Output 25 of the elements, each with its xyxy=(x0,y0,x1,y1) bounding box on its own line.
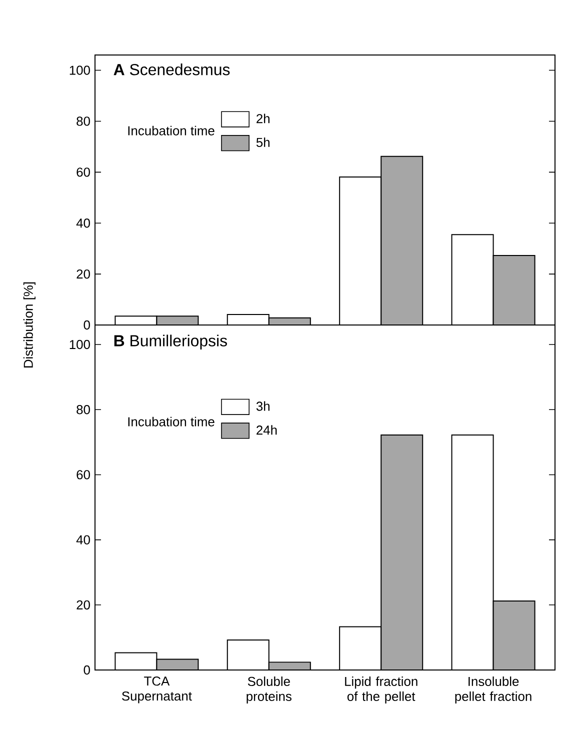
legend-label: 5h xyxy=(256,137,270,147)
y-tick-label: 0 xyxy=(84,665,90,675)
y-axis-title: Distribution [%] xyxy=(23,282,36,368)
legend-title: Incubation time xyxy=(128,126,214,136)
x-tick-label: TCA Supernatant xyxy=(122,676,192,704)
x-tick-label: Soluble proteins xyxy=(246,676,292,704)
legend-title: Incubation time xyxy=(128,416,214,426)
x-tick-label: Lipid fraction of the pellet xyxy=(345,676,418,704)
text: B Bumilleriopsis xyxy=(114,334,227,350)
y-tick-label: 60 xyxy=(76,470,90,480)
legend-label: 24h xyxy=(256,425,277,435)
y-tick-label: 40 xyxy=(76,535,90,544)
legend-label: 3h xyxy=(256,401,270,411)
y-tick-label: 0 xyxy=(84,320,90,330)
chart-title: A Scenedesmus xyxy=(114,64,230,76)
y-tick-label: 80 xyxy=(76,405,90,414)
y-tick-label: 40 xyxy=(76,218,90,228)
y-tick-label: 20 xyxy=(76,269,90,279)
legend-label: 2h xyxy=(256,114,270,124)
y-tick-label: 60 xyxy=(76,168,90,177)
x-tick-label: Insoluble pellet fraction xyxy=(455,676,532,704)
y-tick-label: 20 xyxy=(76,600,90,610)
y-tick-label: 80 xyxy=(76,116,90,126)
y-tick-label: 100 xyxy=(70,66,90,75)
y-tick-label: 100 xyxy=(70,340,90,350)
